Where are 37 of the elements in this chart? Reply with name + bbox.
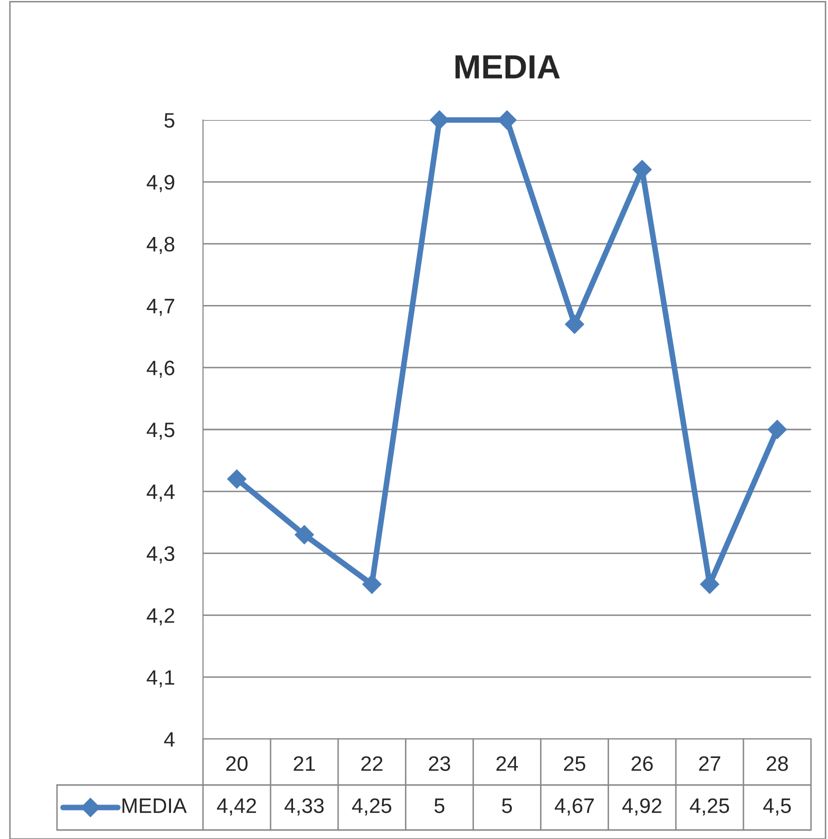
y-tick-label: 4,7	[146, 298, 174, 316]
point	[768, 420, 787, 440]
point	[294, 525, 314, 544]
data-label: 4,42	[216, 798, 256, 816]
legend-label: MEDIA	[122, 798, 187, 813]
data-label: 4,67	[554, 798, 594, 816]
x-tick-label: 21	[294, 756, 315, 771]
y-tick-label: 4,4	[146, 484, 175, 502]
x-tick-label: 26	[632, 756, 653, 771]
point	[430, 110, 449, 130]
x-tick-label: 24	[496, 756, 518, 771]
y-tick-label: 4,6	[146, 360, 174, 378]
x-tick-label: 23	[428, 756, 450, 771]
data-label: 5	[434, 798, 444, 814]
y-tick-label: 4	[164, 732, 175, 747]
data-label: 4,33	[284, 798, 324, 816]
y-tick-label: 4,8	[146, 236, 174, 254]
x-tick-label: 20	[226, 756, 248, 771]
data-label: 5	[502, 798, 512, 814]
point	[362, 574, 382, 594]
data-label: 4,92	[622, 798, 662, 816]
x-tick-label: 27	[699, 756, 720, 771]
y-tick-label: 4,2	[146, 608, 174, 626]
y-tick-label: 4,1	[146, 670, 174, 688]
data-label: 4,5	[763, 798, 791, 816]
y-tick-label: 4,3	[146, 546, 174, 564]
y-tick-label: 4,5	[146, 422, 174, 440]
data-label: 4,25	[352, 798, 392, 816]
x-tick-label: 28	[766, 756, 788, 771]
x-tick-label: 22	[361, 756, 382, 771]
data-label: 4,25	[690, 798, 730, 816]
y-tick-label: 5	[164, 113, 174, 128]
point	[565, 314, 584, 334]
y-tick-label: 4,9	[146, 174, 174, 192]
chart-title: MEDIA	[456, 55, 560, 78]
point	[227, 469, 246, 489]
x-tick-label: 25	[564, 756, 586, 771]
